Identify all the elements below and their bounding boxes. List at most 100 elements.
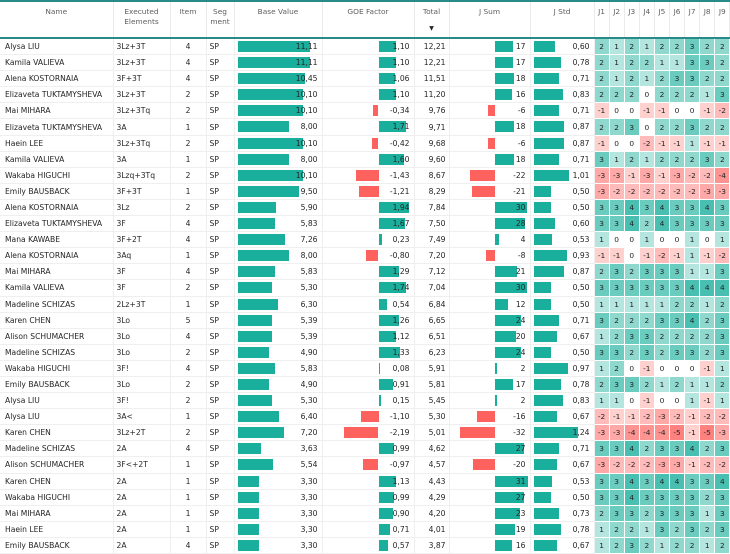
cell-goe-factor-value: 0,91 [392, 379, 410, 389]
table-row[interactable]: Elizaveta TUKTAMYSHEVA 3A 1 SP 8,00 1,71 9,71 1… [0, 118, 730, 136]
cell-item: 1 [170, 151, 207, 168]
table-row[interactable]: Alena KOSTORNAIA 3Lz 2 SP 5,90 1,94 7,84 30 0,50… [0, 199, 730, 217]
table-row[interactable]: Wakaba HIGUCHI 3Lzq+3Tq 2 SP 10,10 -1,43 8,67 -… [0, 167, 730, 184]
cell-judge-score: -2 [684, 183, 701, 200]
table-row[interactable]: Alison SCHUMACHER 3Lo 4 SP 5,39 1,12 6,51 20 0,6… [0, 328, 730, 345]
cell-segment: SP [206, 537, 235, 554]
table-row[interactable]: Karen CHEN 3Lz+2T 2 SP 7,20 -2,19 5,01 -32 1,24-… [0, 424, 730, 442]
cell-judge-score: 3 [714, 86, 730, 104]
table-row[interactable]: Elizaveta TUKTAMYSHEVA 3F 4 SP 5,83 1,67 7,50 2… [0, 215, 730, 233]
cell-j-std-value: 0,83 [572, 90, 590, 100]
table-row[interactable]: Mana KAWABE 3F+2T 4 SP 7,26 0,23 7,49 4 0,53 1 0 0 1… [0, 231, 730, 249]
cell-judge-score: 3 [669, 489, 686, 506]
cell-judge-score: -2 [609, 456, 625, 474]
cell-judge-score: 3 [684, 215, 701, 233]
table-row[interactable]: Alison SCHUMACHER 3F<+2T 1 SP 5,54 -0,97 4,57 -… [0, 456, 730, 474]
cell-total: 4,62 [414, 440, 450, 458]
table-row[interactable]: Karen CHEN 3Lo 5 SP 5,39 1,26 6,65 24 0,71 3 2 2 2 3 3… [0, 312, 730, 329]
table-row[interactable]: Haein LEE 2A 1 SP 3,30 0,71 4,01 19 0,78 1 2 2 1 3 2 3 2… [0, 521, 730, 538]
cell-judge-score: 2 [684, 537, 701, 554]
table-row[interactable]: Madeline SCHIZAS 2A 4 SP 3,63 0,99 4,62 27 0,71 3… [0, 440, 730, 458]
cell-j-std: 0,71 [530, 440, 595, 458]
cell-goe-factor: 0,08 [322, 360, 415, 377]
col-header-total[interactable]: Total ▼ [414, 1, 450, 39]
cell-j-sum: 16 [449, 86, 531, 104]
col-header-j-std[interactable]: J Std [530, 1, 595, 39]
table-row[interactable]: Emily BAUSBACK 3Lo 2 SP 4,90 0,91 5,81 17 0,78 2 3… [0, 376, 730, 394]
cell-j-sum-bar [472, 459, 495, 471]
cell-judge-score: 3 [714, 505, 730, 522]
cell-judge-score: 3 [594, 279, 610, 297]
cell-j-std-bar [533, 89, 563, 101]
cell-judge-score: 2 [669, 521, 686, 538]
table-row[interactable]: Madeline SCHIZAS 2Lz+3T 1 SP 6,30 0,54 6,84 12 0… [0, 296, 730, 313]
col-header-j5[interactable]: J5 [654, 1, 670, 39]
cell-goe-factor-bar [355, 169, 379, 181]
cell-judge-score: 2 [609, 312, 625, 329]
table-row[interactable]: Mai MIHARA 3F 4 SP 5,83 1,29 7,12 21 0,87 2 3 2 3 3 3 1… [0, 263, 730, 281]
cell-segment: SP [206, 424, 235, 442]
col-header-j4[interactable]: J4 [639, 1, 655, 39]
col-header-j3[interactable]: J3 [624, 1, 640, 39]
cell-total: 5,30 [414, 408, 450, 426]
table-row[interactable]: Wakaba HIGUCHI 3F! 4 SP 5,83 0,08 5,91 2 0,97 1 2 0… [0, 360, 730, 377]
cell-j-sum-bar [494, 57, 514, 69]
table-row[interactable]: Haein LEE 3Lz+3Tq 2 SP 10,10 -0,42 9,68 -6 0,87-… [0, 135, 730, 152]
col-header-j9[interactable]: J9 [714, 1, 730, 39]
table-row[interactable]: Wakaba HIGUCHI 2A 1 SP 3,30 0,99 4,29 27 0,50 3 3 4… [0, 489, 730, 506]
sort-descending-icon[interactable]: ▼ [429, 25, 434, 32]
cell-total: 4,01 [414, 521, 450, 538]
cell-judge-score: 1 [654, 537, 670, 554]
cell-goe-factor-bar [378, 362, 380, 374]
cell-judge-score: 3 [609, 440, 625, 458]
cell-j-sum-bar [494, 73, 515, 85]
col-header-goe-factor[interactable]: GOE Factor [322, 1, 415, 39]
cell-base-value-value: 11,11 [295, 58, 318, 68]
cell-base-value-bar [237, 378, 270, 390]
cell-judge-score: 3 [654, 489, 670, 506]
cell-goe-factor-bar [378, 121, 406, 133]
col-header-j2[interactable]: J2 [609, 1, 625, 39]
cell-judge-score: 4 [624, 199, 640, 217]
table-row[interactable]: Mai MIHARA 2A 1 SP 3,30 0,90 4,20 23 0,73 2 3 3 2 3 3 3… [0, 505, 730, 522]
cell-base-value-value: 8,00 [300, 122, 318, 132]
table-row[interactable]: Kamila VALIEVA 3F 2 SP 5,30 1,74 7,04 30 0,50 3 3 3… [0, 279, 730, 297]
cell-j-sum-value: 31 [515, 476, 526, 486]
col-header-j-sum[interactable]: J Sum [449, 1, 531, 39]
cell-segment: SP [206, 456, 235, 474]
col-header-name[interactable]: Name [0, 1, 114, 39]
cell-segment: SP [206, 167, 235, 184]
col-header-segment[interactable]: Seg ment [206, 1, 235, 39]
col-header-elements[interactable]: Executed Elements [113, 1, 171, 39]
col-header-base-value[interactable]: Base Value [234, 1, 323, 39]
col-header-j8[interactable]: J8 [699, 1, 716, 39]
cell-judge-score: 1 [639, 521, 655, 538]
table-row[interactable]: Alysa LIU 3Lz+3T 4 SP 11,11 1,10 12,21 17 0,60 2 1… [0, 38, 730, 56]
cell-goe-factor: 1,13 [322, 473, 415, 490]
table-row[interactable]: Madeline SCHIZAS 3Lo 2 SP 4,90 1,33 6,23 24 0,50… [0, 344, 730, 361]
cell-judge-score: 2 [714, 296, 730, 313]
cell-j-std-bar [533, 73, 559, 85]
table-row[interactable]: Kamila VALIEVA 3Lz+3T 4 SP 11,11 1,10 12,21 17 0… [0, 54, 730, 72]
cell-judge-score: 2 [654, 344, 670, 361]
col-header-j6[interactable]: J6 [669, 1, 686, 39]
table-row[interactable]: Kamila VALIEVA 3A 1 SP 8,00 1,60 9,60 18 0,71 3 1 2… [0, 151, 730, 168]
col-header-j7[interactable]: J7 [684, 1, 701, 39]
cell-base-value-value: 8,00 [300, 251, 318, 261]
table-row[interactable]: Mai MIHARA 3Lz+3Tq 2 SP 10,10 -0,34 9,76 -6 0,71… [0, 102, 730, 120]
col-header-item[interactable]: Item [170, 1, 207, 39]
table-row[interactable]: Alysa LIU 3A< 1 SP 6,40 -1,10 5,30 -16 0,67 -2 -1-… [0, 408, 730, 426]
table-row[interactable]: Emily BAUSBACK 2A 4 SP 3,30 0,57 3,87 16 0,67 1 2 3… [0, 537, 730, 554]
table-row[interactable]: Alena KOSTORNAIA 3Aq 1 SP 8,00 -0,80 7,20 -8 0,9… [0, 247, 730, 265]
cell-base-value: 5,30 [234, 279, 323, 297]
cell-judge-score: -1 [639, 247, 655, 265]
cell-total: 6,23 [414, 344, 450, 361]
table-row[interactable]: Karen CHEN 2A 1 SP 3,30 1,13 4,43 31 0,53 3 3 4 3 4 4 3… [0, 473, 730, 490]
table-row[interactable]: Elizaveta TUKTAMYSHEVA 3Lz+3T 2 SP 10,10 1,10… [0, 86, 730, 104]
table-row[interactable]: Alena KOSTORNAIA 3F+3T 4 SP 10,45 1,06 11,51 18… [0, 70, 730, 88]
table-row[interactable]: Alysa LIU 3F! 2 SP 5,30 0,15 5,45 2 0,83 1 1 0 -1 0 0 1… [0, 392, 730, 410]
table-row[interactable]: Emily BAUSBACK 3F+3T 1 SP 9,50 -1,21 8,29 -21 0,… [0, 183, 730, 200]
cell-j-std: 0,60 [530, 215, 595, 233]
cell-j-std-bar [533, 523, 562, 535]
col-header-j1[interactable]: J1 [594, 1, 610, 39]
